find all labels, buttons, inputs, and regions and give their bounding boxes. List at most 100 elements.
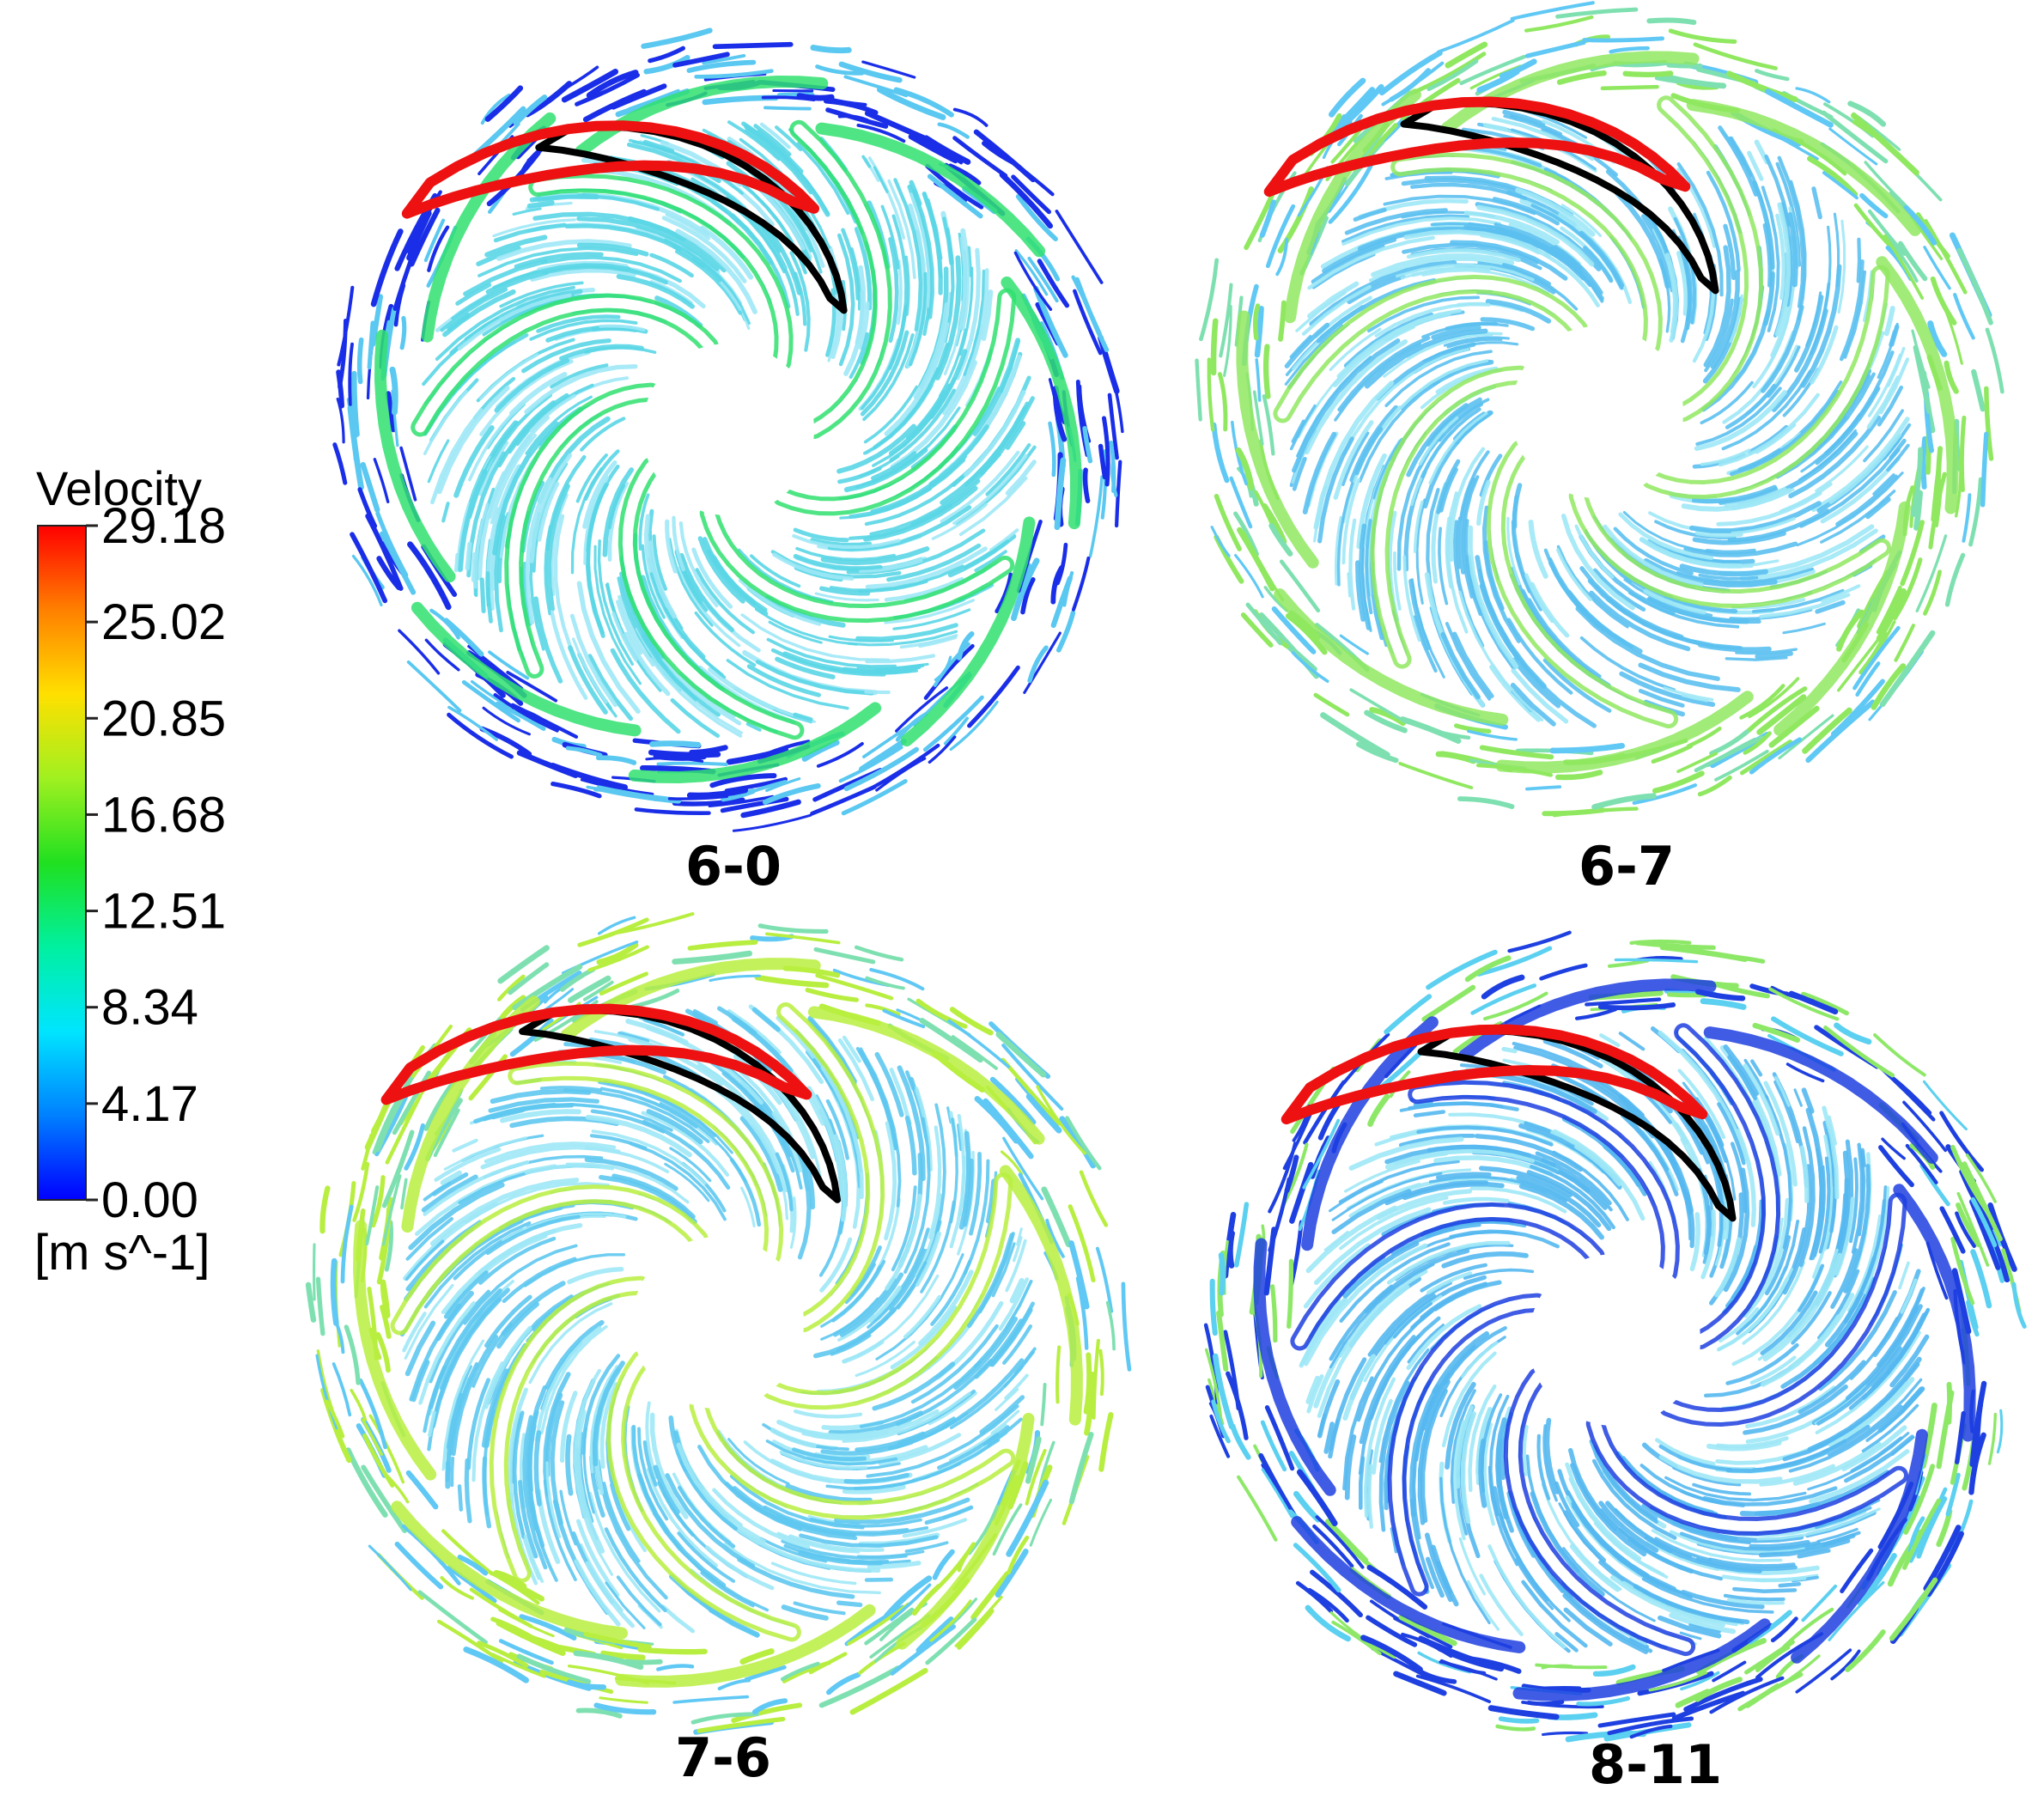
streamline xyxy=(1413,1099,1433,1108)
outer-streamline xyxy=(1985,327,2004,394)
outer-streamline xyxy=(1859,192,1889,219)
streamline xyxy=(512,207,542,216)
outer-streamline xyxy=(1768,705,1820,748)
outer-streamline xyxy=(1871,663,1907,710)
panel-label-6-0: 6-0 xyxy=(685,835,782,898)
streamline xyxy=(756,129,804,174)
outer-streamline xyxy=(1930,276,1957,326)
streamline xyxy=(1289,335,1312,359)
streamline xyxy=(534,1325,602,1442)
streamline xyxy=(1366,295,1481,333)
streamline xyxy=(617,1031,650,1044)
outer-streamline xyxy=(1289,1161,1314,1224)
outer-streamline xyxy=(1211,1399,1231,1444)
streamline xyxy=(1628,1636,1650,1649)
streamline xyxy=(893,178,922,332)
outer-streamline xyxy=(1107,393,1119,460)
streamline xyxy=(1468,1384,1497,1493)
outer-streamline xyxy=(869,967,925,991)
streamline xyxy=(868,1285,902,1323)
outer-streamline xyxy=(357,487,378,529)
streamline xyxy=(1731,1245,1758,1300)
outer-streamline xyxy=(1510,1,1595,21)
streamline xyxy=(677,1531,736,1583)
impeller-blade xyxy=(781,1007,881,1328)
streamline xyxy=(1483,539,1505,611)
outer-streamline xyxy=(375,1331,391,1373)
streamline xyxy=(873,1227,930,1322)
streamline xyxy=(451,1335,499,1457)
streamline xyxy=(1406,403,1469,478)
outer-streamline xyxy=(1873,1033,1926,1077)
streamline xyxy=(484,1294,532,1348)
streamline xyxy=(1309,259,1457,326)
outer-streamline xyxy=(1082,426,1093,464)
streamline xyxy=(743,1440,832,1483)
outer-streamline xyxy=(525,81,573,118)
outer-streamline xyxy=(599,971,648,996)
streamline xyxy=(1420,1281,1488,1320)
streamline xyxy=(1341,431,1370,486)
outer-streamline xyxy=(512,964,583,1011)
outer-streamline xyxy=(1600,84,1659,91)
outer-streamline xyxy=(441,1529,494,1576)
outer-streamline xyxy=(816,741,864,768)
streamline xyxy=(810,538,873,548)
streamline xyxy=(539,1086,603,1092)
streamline xyxy=(1554,1481,1580,1527)
highlight-blade-black xyxy=(1417,1026,1737,1222)
streamline xyxy=(508,1387,528,1505)
streamline xyxy=(1475,202,1602,271)
streamline xyxy=(1441,1251,1529,1269)
streamline xyxy=(478,247,639,277)
outer-streamline xyxy=(1955,1211,1976,1249)
outer-streamline xyxy=(1823,1026,1895,1078)
streamline xyxy=(1344,1434,1357,1501)
outer-streamline xyxy=(641,27,713,49)
streamline xyxy=(818,1209,845,1277)
streamline xyxy=(812,1409,940,1440)
streamline xyxy=(1446,338,1503,349)
outer-streamline xyxy=(567,1679,607,1690)
outer-streamline xyxy=(973,129,1036,183)
streamline xyxy=(1556,548,1592,601)
streamline xyxy=(869,453,1001,536)
streamline xyxy=(1512,1041,1593,1074)
streamline xyxy=(729,1474,865,1530)
outer-streamline xyxy=(844,1604,905,1647)
streamline xyxy=(1758,1538,1851,1558)
streamline xyxy=(1516,1175,1602,1228)
streamline xyxy=(1292,338,1401,473)
streamline xyxy=(1750,1059,1763,1077)
streamline xyxy=(863,485,978,542)
diffuser-vane-band xyxy=(628,702,882,784)
outer-streamline xyxy=(1098,443,1108,480)
outer-streamline xyxy=(1834,1022,1872,1045)
streamline xyxy=(865,654,936,664)
outer-streamline xyxy=(399,315,407,350)
streamline xyxy=(1889,324,1900,347)
streamline xyxy=(550,363,609,389)
outer-streamline xyxy=(1209,1278,1218,1336)
outer-streamline xyxy=(1883,234,1925,300)
streamline xyxy=(1358,1334,1420,1476)
streamline xyxy=(1413,615,1438,673)
hub xyxy=(632,1237,804,1409)
outer-streamline xyxy=(1418,1669,1457,1684)
streamline xyxy=(1344,208,1448,235)
streamline xyxy=(1420,1388,1448,1524)
outer-streamline xyxy=(1946,1381,1953,1425)
streamline xyxy=(642,1440,658,1487)
outer-streamline xyxy=(461,679,520,723)
streamline xyxy=(1756,1507,1881,1541)
streamline xyxy=(1846,1214,1882,1312)
outer-streamline xyxy=(643,54,690,75)
streamline xyxy=(966,268,989,374)
streamline xyxy=(1598,1501,1659,1553)
streamline xyxy=(1307,281,1360,319)
streamline xyxy=(1724,486,1787,508)
streamline xyxy=(1347,274,1406,305)
streamline xyxy=(1418,416,1459,466)
outer-streamline xyxy=(582,980,614,1001)
streamline xyxy=(518,1480,538,1559)
